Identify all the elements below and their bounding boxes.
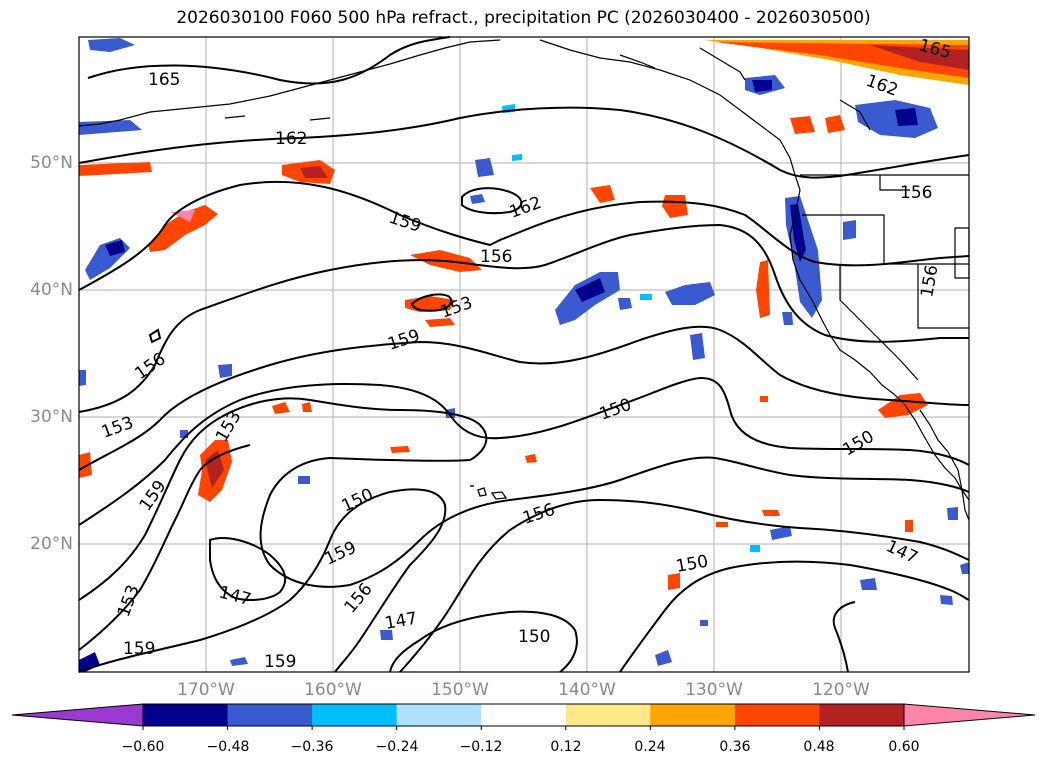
colorbar-cell [650,704,736,726]
contour-label: 159 [264,652,296,672]
colorbar-tick-label: 0.48 [803,739,835,755]
map-title: 2026030100 F060 500 hPa refract., precip… [176,8,871,28]
longitude-label: 130°W [685,680,743,700]
colorbar-cell [396,704,482,726]
map-frame-background [79,37,969,672]
longitude-label: 140°W [558,680,616,700]
colorbar-tick-label: 0.60 [888,739,920,755]
longitude-label: 150°W [431,680,489,700]
colorbar-tick-label: 0.36 [719,739,751,755]
colorbar-tick-label: −0.24 [375,739,419,755]
colorbar-cell [481,704,567,726]
latitude-label: 20°N [30,534,73,554]
colorbar-cell [312,704,398,726]
graticule [79,37,969,672]
colorbar-tick-label: −0.36 [290,739,334,755]
latitude-label: 40°N [30,280,73,300]
colorbar-tick-label: −0.48 [206,739,250,755]
colorbar-tick-label: 0.12 [550,739,582,755]
colorbar-cell [227,704,313,726]
coastlines [78,39,970,521]
contour-label: 162 [275,129,307,149]
colorbar-cell [819,704,905,726]
hawaiian-islands [470,485,508,500]
colorbar [11,703,1036,730]
latitude-label: 50°N [30,153,73,173]
colorbar-tick-label: −0.60 [121,739,165,755]
contour-label: 159 [123,639,155,659]
colorbar-min-extension [11,703,144,727]
refractivity-contours [78,36,970,673]
map-frame [78,36,970,673]
contour-label: 156 [900,183,932,203]
longitude-label: 160°W [304,680,362,700]
colorbar-tick-label: −0.12 [459,739,503,755]
contour-label: 156 [480,247,512,267]
contour-label: 165 [148,70,180,90]
longitude-label: 120°W [812,680,870,700]
longitude-label: 170°W [177,680,235,700]
colorbar-cell [565,704,651,726]
colorbar-outline [142,703,905,727]
colorbar-tick-label: 0.24 [634,739,666,755]
colorbar-cell [734,704,820,726]
contour-label: 150 [518,627,550,647]
latitude-label: 30°N [30,407,73,427]
colorbar-cell [143,704,229,726]
colorbar-max-extension [903,703,1036,727]
